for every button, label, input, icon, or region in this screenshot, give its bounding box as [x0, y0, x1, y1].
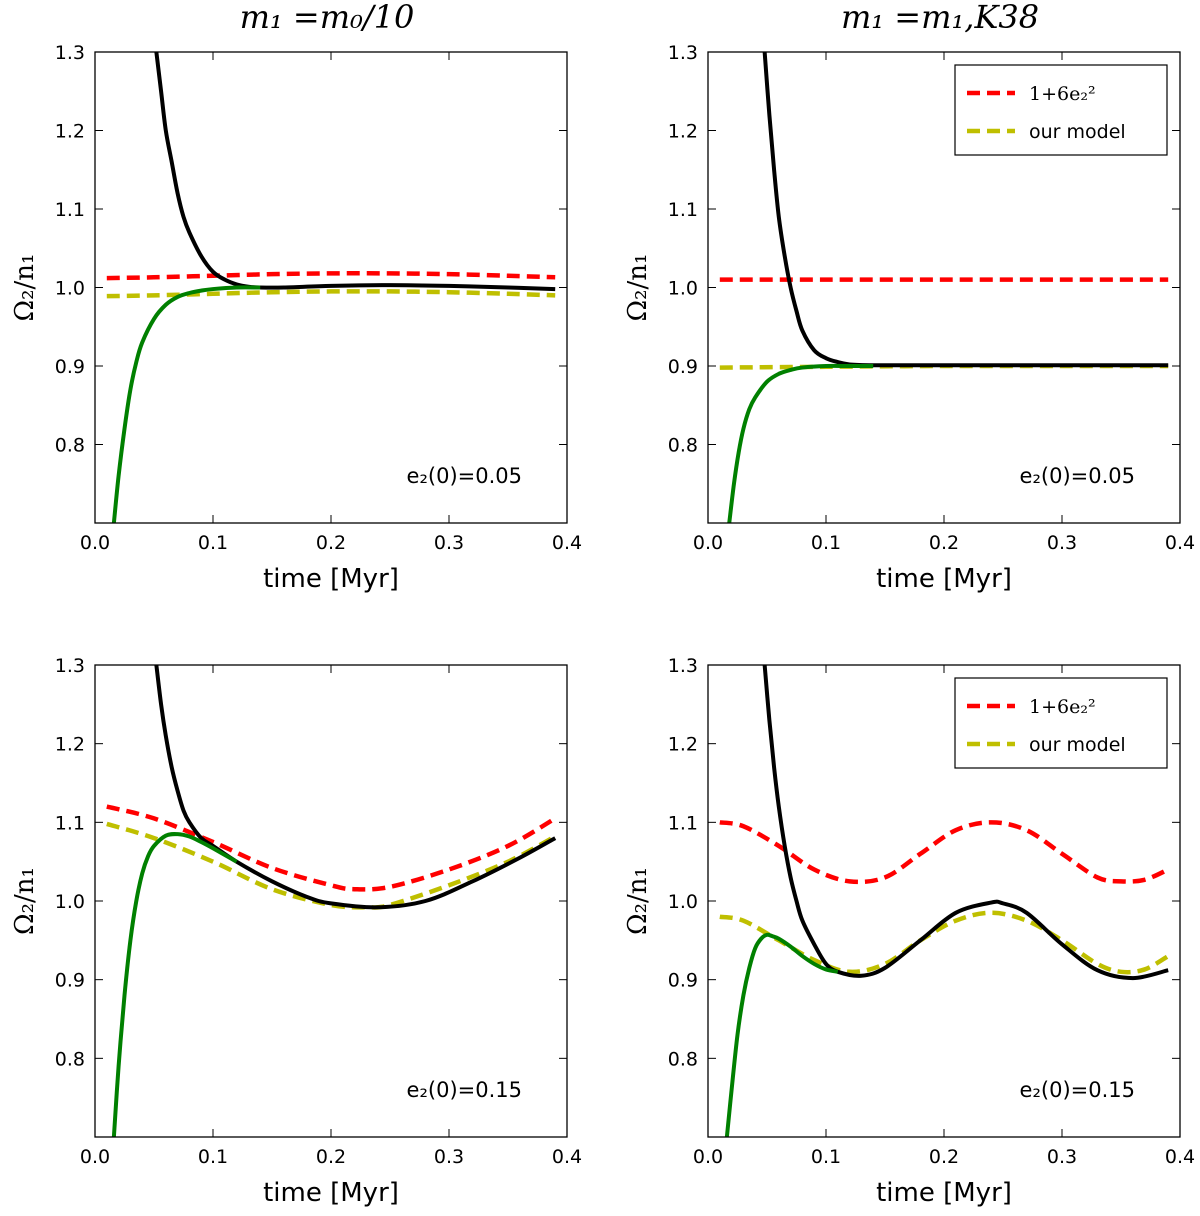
x-tick-label: 0.1 [198, 532, 228, 554]
y-tick-label: 1.2 [55, 734, 85, 756]
x-tick-label: 0.3 [1047, 1146, 1077, 1168]
y-axis-label: Ω₂/n₁ [10, 254, 40, 322]
panel-4: 0.0 0.1 0.2 0.3 0.4 0.8 0.9 1.0 1.1 1.2 1.3 time [M… [623, 655, 1195, 1208]
y-tick-label: 0.8 [55, 435, 85, 457]
y-tick-label: 1.1 [668, 199, 698, 221]
series-line-black [154, 665, 557, 910]
x-tick-label: 0.3 [434, 1146, 464, 1168]
x-tick-label: 0.4 [552, 532, 582, 554]
x-tick-label: 0.1 [811, 1146, 841, 1168]
legend-label: our model [1029, 734, 1126, 756]
x-tick-label: 0.2 [316, 532, 346, 554]
x-tick-label: 0.0 [693, 1146, 723, 1168]
y-tick-label: 1.2 [668, 734, 698, 756]
y-tick-label: 0.9 [668, 356, 698, 378]
legend-label: our model [1029, 121, 1126, 143]
x-axis-label: time [Myr] [263, 1178, 399, 1208]
y-tick-label: 1.1 [668, 812, 698, 834]
series-line-1-6e- [106, 804, 557, 892]
legend-frame [954, 677, 1168, 769]
series-group [106, 665, 557, 1137]
y-tick-label: 0.8 [668, 1048, 698, 1070]
series-group [106, 52, 556, 523]
x-tick-label: 0.3 [434, 532, 464, 554]
x-tick-label: 0.2 [929, 532, 959, 554]
series-line-green [111, 832, 238, 1137]
x-axis-label: time [Myr] [263, 564, 399, 594]
legend-label: 1+6e₂² [1029, 696, 1096, 718]
x-tick-label: 0.2 [929, 1146, 959, 1168]
x-tick-label: 0.0 [80, 1146, 110, 1168]
panel-2: 0.0 0.1 0.2 0.3 0.4 0.8 0.9 1.0 1.1 1.2 1.3 time [M… [623, 42, 1195, 594]
panel-annotation: e₂(0)=0.15 [407, 1078, 522, 1102]
y-tick-label: 1.3 [668, 42, 698, 64]
y-tick-label: 0.8 [55, 1048, 85, 1070]
y-tick-label: 1.3 [55, 42, 85, 64]
series-line-black [762, 665, 1169, 981]
series-line-our-model [106, 289, 556, 299]
y-tick-label: 1.0 [668, 278, 698, 300]
x-tick-label: 0.4 [1165, 532, 1195, 554]
series-line-our-model [719, 910, 1170, 975]
panel-annotation: e₂(0)=0.05 [407, 464, 522, 488]
series-line-black [154, 52, 556, 292]
legend-label: 1+6e₂² [1029, 83, 1096, 105]
x-tick-label: 0.4 [1165, 1146, 1195, 1168]
series-group [719, 665, 1170, 1137]
series-line-green [111, 285, 261, 523]
y-tick-label: 1.3 [55, 655, 85, 677]
series-line-green [724, 932, 839, 1137]
x-axis-label: time [Myr] [876, 564, 1012, 594]
x-axis-label: time [Myr] [876, 1178, 1012, 1208]
y-tick-label: 1.3 [668, 655, 698, 677]
panel-annotation: e₂(0)=0.15 [1020, 1078, 1135, 1102]
panel-1: 0.0 0.1 0.2 0.3 0.4 0.8 0.9 1.0 1.1 1.2 1.3 time [M… [10, 42, 582, 594]
y-tick-label: 0.9 [55, 356, 85, 378]
series-line-1-6e- [106, 271, 556, 281]
y-tick-label: 1.0 [55, 278, 85, 300]
y-tick-label: 1.1 [55, 199, 85, 221]
y-tick-label: 1.0 [668, 891, 698, 913]
x-tick-label: 0.2 [316, 1146, 346, 1168]
legend: 1+6e₂² our model [954, 64, 1168, 156]
series-line-1-6e- [719, 820, 1170, 885]
y-tick-label: 1.0 [55, 891, 85, 913]
panel-annotation: e₂(0)=0.05 [1020, 464, 1135, 488]
y-axis-label: Ω₂/n₁ [10, 867, 40, 935]
panel-3: 0.0 0.1 0.2 0.3 0.4 0.8 0.9 1.0 1.1 1.2 1.3 time [M… [10, 655, 582, 1208]
y-tick-label: 1.2 [55, 121, 85, 143]
legend-frame [954, 64, 1168, 156]
legend: 1+6e₂² our model [954, 677, 1168, 769]
x-tick-label: 0.1 [198, 1146, 228, 1168]
y-axis-label: Ω₂/n₁ [623, 867, 653, 935]
y-tick-label: 1.2 [668, 121, 698, 143]
series-line-green [727, 363, 874, 523]
x-tick-label: 0.1 [811, 532, 841, 554]
column-title-right: m₁ =m₁,K38 [841, 0, 1039, 36]
y-axis-label: Ω₂/n₁ [623, 254, 653, 322]
y-tick-label: 0.9 [55, 970, 85, 992]
series-group [719, 52, 1169, 523]
x-tick-label: 0.0 [693, 532, 723, 554]
series-line-black [762, 52, 1169, 368]
x-tick-label: 0.3 [1047, 532, 1077, 554]
y-tick-label: 1.1 [55, 812, 85, 834]
column-title-left: m₁ =m₀/10 [240, 0, 415, 36]
x-tick-label: 0.0 [80, 532, 110, 554]
y-tick-label: 0.9 [668, 970, 698, 992]
x-tick-label: 0.4 [552, 1146, 582, 1168]
y-tick-label: 0.8 [668, 435, 698, 457]
series-line-our-model [106, 821, 557, 910]
